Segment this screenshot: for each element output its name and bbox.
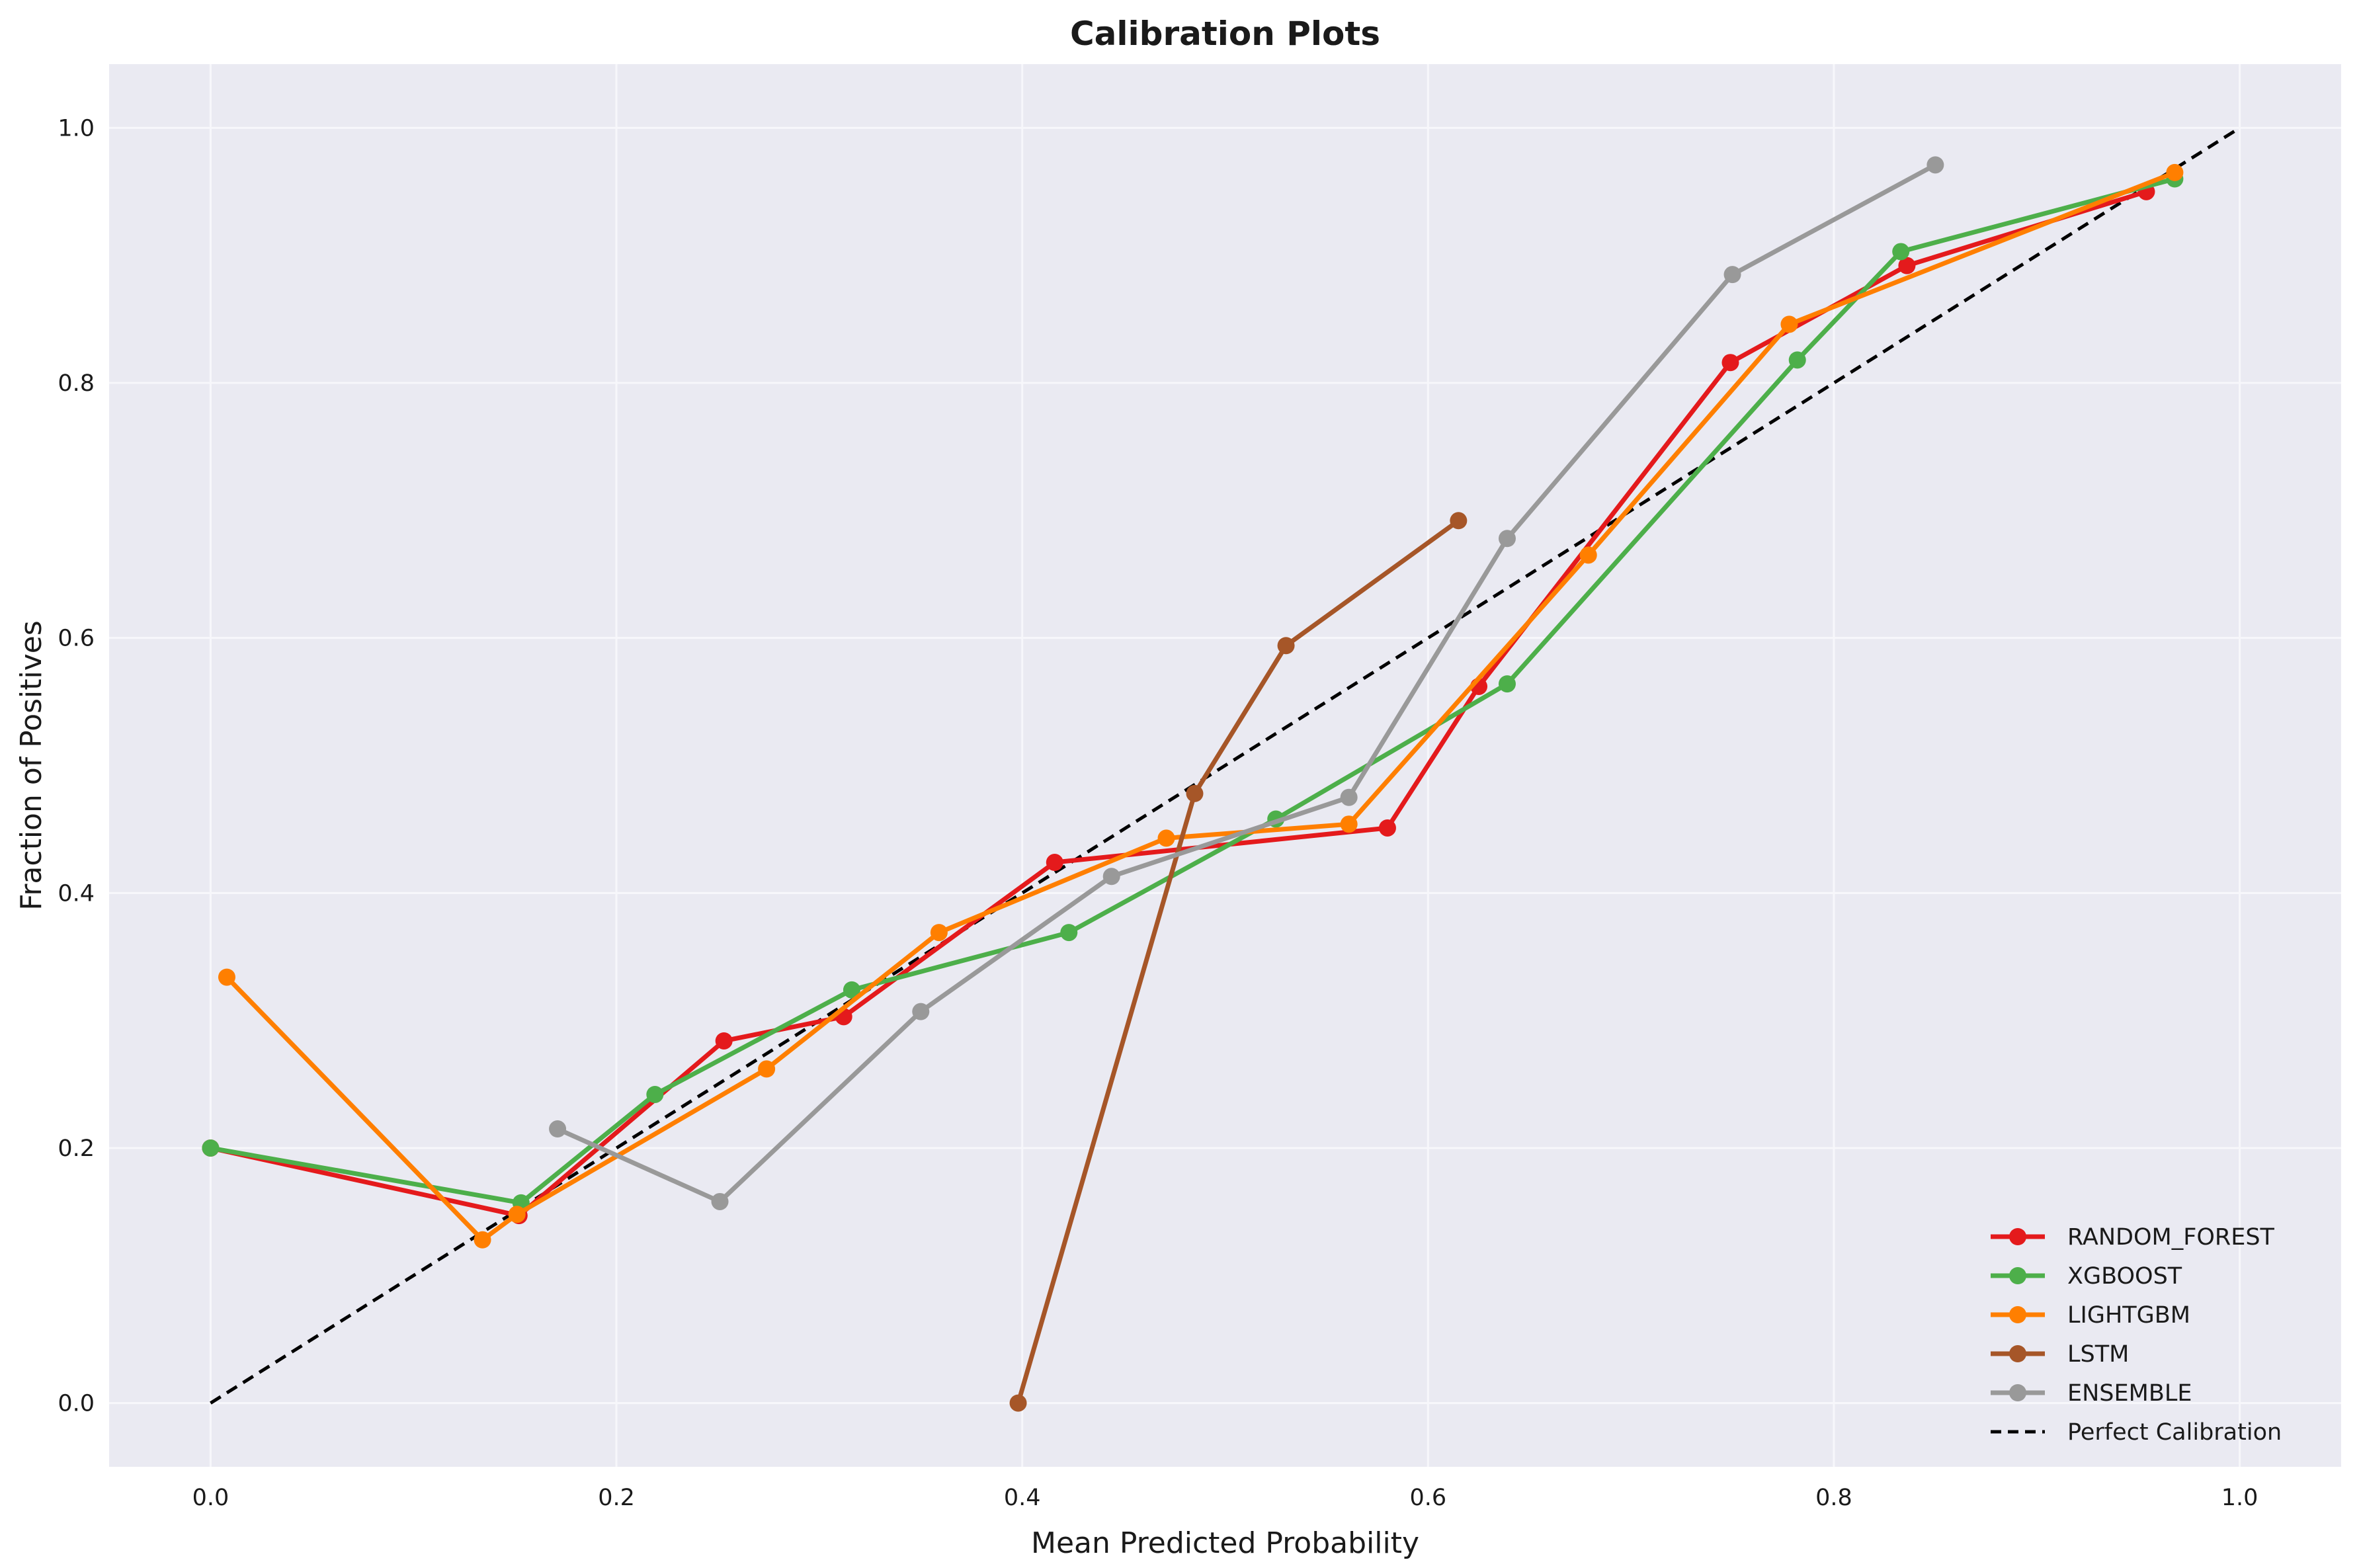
legend-label: ENSEMBLE xyxy=(2067,1380,2192,1407)
data-point-lightgbm xyxy=(218,968,235,986)
legend-label: XGBOOST xyxy=(2067,1263,2182,1290)
legend-label: LSTM xyxy=(2067,1341,2129,1368)
x-axis-label: Mean Predicted Probability xyxy=(1031,1526,1419,1560)
perfect-calibration-line xyxy=(210,126,2241,1405)
x-tick-label: 1.0 xyxy=(2221,1485,2258,1511)
reference-line-layer xyxy=(210,126,2241,1405)
data-point-ensemble xyxy=(711,1192,729,1210)
data-point-lightgbm xyxy=(1340,815,1358,833)
data-point-random-forest xyxy=(1721,354,1739,372)
y-tick-label: 1.0 xyxy=(58,115,95,142)
x-tick-label: 0.8 xyxy=(1815,1485,1852,1511)
legend-marker xyxy=(2009,1228,2026,1245)
x-tick-label: 0.4 xyxy=(1004,1485,1041,1511)
data-point-lstm xyxy=(1450,512,1468,530)
legend-marker xyxy=(2009,1384,2026,1401)
data-point-xgboost xyxy=(202,1139,220,1157)
data-point-xgboost xyxy=(1788,351,1806,369)
data-point-ensemble xyxy=(1340,788,1358,806)
series-lightgbm xyxy=(218,163,2184,1249)
data-point-xgboost xyxy=(1060,924,1078,942)
series-line-ensemble xyxy=(555,162,1938,1204)
data-point-ensemble xyxy=(1102,868,1120,886)
y-tick-label: 0.6 xyxy=(58,626,95,652)
legend-label: LIGHTGBM xyxy=(2067,1302,2190,1329)
series-lstm xyxy=(1009,512,1468,1412)
series-line-lightgbm xyxy=(224,170,2177,1243)
x-tick-label: 0.2 xyxy=(598,1485,635,1511)
legend-label: RANDOM_FOREST xyxy=(2067,1224,2275,1251)
data-point-ensemble xyxy=(549,1120,567,1138)
legend-label: Perfect Calibration xyxy=(2067,1419,2282,1446)
legend-item-perfect-calibration: Perfect Calibration xyxy=(1991,1419,2282,1446)
legend-marker xyxy=(2009,1306,2026,1323)
y-tick-label: 0.4 xyxy=(58,880,95,907)
legend-item-xgboost: XGBOOST xyxy=(1991,1263,2182,1290)
data-point-lightgbm xyxy=(758,1060,776,1078)
legend-item-random-forest: RANDOM_FOREST xyxy=(1991,1224,2275,1251)
y-tick-label: 0.2 xyxy=(58,1135,95,1162)
data-point-xgboost xyxy=(843,981,860,999)
data-point-lightgbm xyxy=(930,924,948,942)
legend-marker xyxy=(2009,1267,2026,1284)
data-point-random-forest xyxy=(715,1032,733,1050)
legend-item-lstm: LSTM xyxy=(1991,1341,2129,1368)
data-point-random-forest xyxy=(1046,854,1063,872)
data-point-lightgbm xyxy=(2166,163,2184,181)
data-point-lightgbm xyxy=(1579,546,1597,564)
data-point-ensemble xyxy=(1723,266,1741,284)
data-point-random-forest xyxy=(1898,257,1916,274)
data-point-lightgbm xyxy=(1780,315,1798,333)
data-point-lightgbm xyxy=(474,1231,491,1249)
y-axis-label: Fraction of Positives xyxy=(15,620,48,911)
data-point-xgboost xyxy=(1498,675,1516,693)
data-point-random-forest xyxy=(1378,819,1396,837)
data-point-lightgbm xyxy=(508,1206,526,1223)
data-point-xgboost xyxy=(1892,243,1910,261)
data-point-lstm xyxy=(1009,1394,1027,1412)
x-tick-label: 0.6 xyxy=(1409,1485,1446,1511)
data-point-lstm xyxy=(1186,784,1204,802)
series-layer xyxy=(202,156,2184,1412)
x-tick-label: 0.0 xyxy=(192,1485,229,1511)
y-tick-label: 0.8 xyxy=(58,370,95,397)
legend: RANDOM_FOREST XGBOOST LIGHTGBM LSTM ENSEMBLE… xyxy=(1991,1224,2282,1446)
tick-labels: 0.0 0.2 0.4 0.6 0.8 1.0 0.0 0.2 0.4 0.6 0.8 1.0 xyxy=(58,115,2258,1511)
data-point-xgboost xyxy=(646,1085,664,1103)
y-tick-label: 0.0 xyxy=(58,1391,95,1417)
data-point-ensemble xyxy=(1926,156,1944,174)
series-ensemble xyxy=(549,156,1944,1210)
legend-item-lightgbm: LIGHTGBM xyxy=(1991,1302,2190,1329)
data-point-ensemble xyxy=(912,1003,930,1020)
data-point-ensemble xyxy=(1498,530,1516,548)
data-point-lstm xyxy=(1277,637,1295,655)
series-line-lstm xyxy=(1016,518,1461,1406)
grid-lines xyxy=(109,64,2341,1467)
legend-marker xyxy=(2009,1345,2026,1362)
legend-item-ensemble: ENSEMBLE xyxy=(1991,1380,2192,1407)
chart-title: Calibration Plots xyxy=(1070,15,1380,53)
data-point-lightgbm xyxy=(1157,829,1175,847)
